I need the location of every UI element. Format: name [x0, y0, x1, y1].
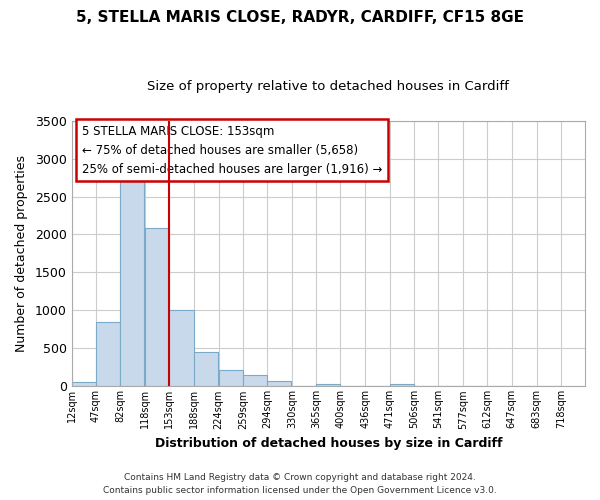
Bar: [389, 384, 414, 386]
Bar: [169, 310, 194, 386]
X-axis label: Distribution of detached houses by size in Cardiff: Distribution of detached houses by size …: [155, 437, 502, 450]
Bar: [96, 322, 120, 386]
Bar: [194, 352, 218, 386]
Bar: [71, 382, 96, 386]
Bar: [145, 228, 169, 386]
Bar: [316, 384, 340, 386]
Bar: [267, 382, 291, 386]
Text: 5 STELLA MARIS CLOSE: 153sqm
← 75% of detached houses are smaller (5,658)
25% of: 5 STELLA MARIS CLOSE: 153sqm ← 75% of de…: [82, 124, 382, 176]
Bar: [120, 180, 145, 386]
Text: 5, STELLA MARIS CLOSE, RADYR, CARDIFF, CF15 8GE: 5, STELLA MARIS CLOSE, RADYR, CARDIFF, C…: [76, 10, 524, 25]
Text: Contains HM Land Registry data © Crown copyright and database right 2024.
Contai: Contains HM Land Registry data © Crown c…: [103, 474, 497, 495]
Bar: [218, 370, 243, 386]
Y-axis label: Number of detached properties: Number of detached properties: [15, 155, 28, 352]
Bar: [243, 376, 267, 386]
Title: Size of property relative to detached houses in Cardiff: Size of property relative to detached ho…: [148, 80, 509, 93]
